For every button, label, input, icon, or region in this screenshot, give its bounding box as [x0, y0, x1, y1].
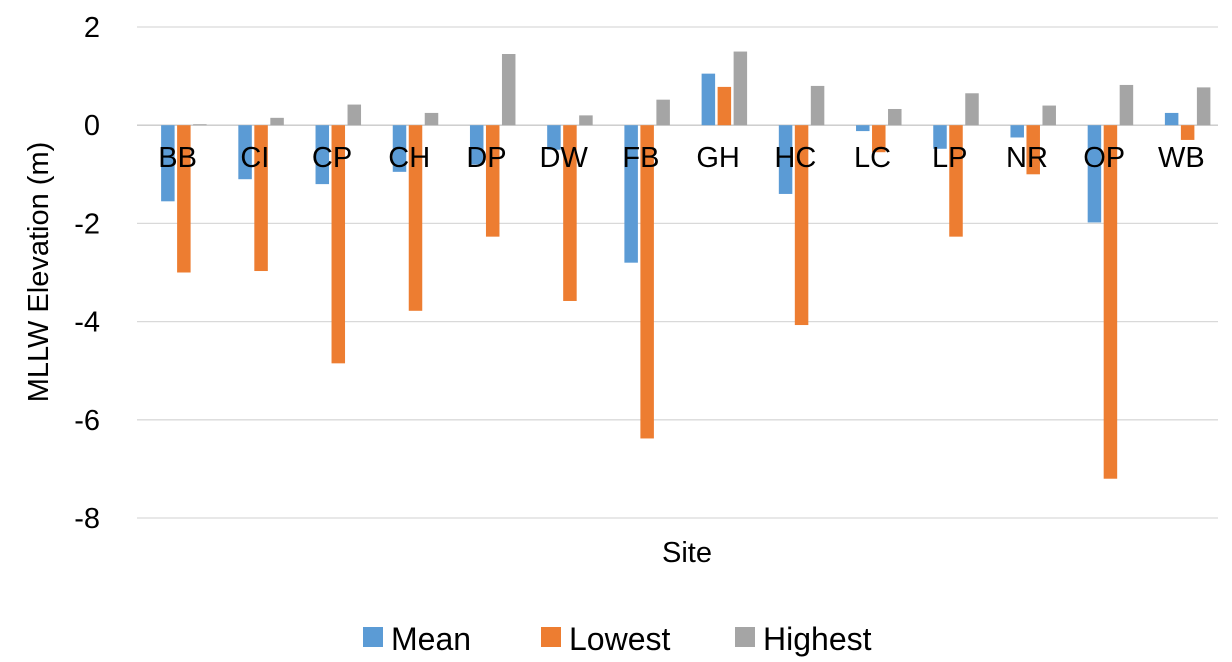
bar-lowest-ci [254, 125, 268, 272]
bar-lowest-gh [717, 86, 732, 126]
legend-item-mean: Mean [363, 621, 471, 657]
bar-mean-fb [624, 125, 638, 263]
bar-highest-dw [579, 115, 593, 126]
bar-highest-gh [733, 51, 748, 126]
bar-lowest-cp [331, 125, 346, 364]
legend-swatch [363, 627, 383, 647]
gridlines [137, 26, 1218, 519]
bar-lowest-dp [485, 125, 500, 237]
category-label: DP [466, 142, 506, 174]
bar-mean-dw [547, 125, 561, 150]
legend-label: Mean [391, 621, 471, 657]
bar-highest-bb [193, 124, 207, 126]
bar-mean-lc [856, 125, 870, 132]
y-tick-label: -8 [74, 503, 100, 535]
category-label: LC [854, 142, 891, 174]
legend-label: Lowest [569, 621, 671, 657]
bar-highest-fb [656, 99, 670, 126]
bar-highest-ch [424, 112, 439, 126]
bar-highest-ci [270, 117, 284, 126]
bar-lowest-nr [1026, 125, 1040, 175]
category-label: HC [774, 142, 816, 174]
bar-mean-ch [392, 125, 407, 172]
y-tick-label: 2 [84, 12, 100, 44]
legend-label: Highest [763, 621, 872, 657]
y-tick-label: -4 [74, 307, 100, 339]
bar-lowest-bb [177, 125, 191, 273]
bar-highest-wb [1196, 87, 1211, 126]
category-label: DW [540, 142, 589, 174]
y-tick-label: -6 [74, 405, 100, 437]
bar-lowest-hc [794, 125, 809, 326]
bars [161, 51, 1211, 479]
bar-highest-cp [347, 104, 362, 126]
bar-lowest-lp [949, 125, 963, 237]
bar-mean-cp [315, 125, 330, 185]
bar-highest-lc [888, 108, 902, 126]
category-label: GH [696, 142, 740, 174]
category-label: CI [240, 142, 269, 174]
legend-swatch [735, 627, 755, 647]
category-label: CP [312, 142, 352, 174]
category-label: NR [1006, 142, 1048, 174]
bar-mean-wb [1164, 112, 1179, 126]
bar-mean-hc [778, 125, 793, 194]
category-labels: BB CI CP CH DP DW FB GH HC LC LP NR OP WB [158, 142, 1204, 174]
x-axis-title: Site [662, 537, 712, 569]
category-label: FB [622, 142, 659, 174]
legend-item-highest: Highest [735, 621, 872, 657]
bar-highest-op [1119, 84, 1134, 126]
bar-lowest-fb [640, 125, 654, 439]
bar-mean-gh [701, 73, 716, 126]
bar-mean-lp [933, 125, 947, 149]
bar-lowest-lc [872, 125, 886, 153]
bar-lowest-op [1103, 125, 1118, 479]
bar-mean-nr [1010, 125, 1024, 138]
bar-highest-nr [1042, 105, 1056, 126]
category-label: LP [932, 142, 967, 174]
bar-mean-ci [238, 125, 252, 180]
bar-highest-hc [810, 85, 825, 126]
y-tick-label: -2 [74, 208, 100, 240]
category-label: OP [1083, 142, 1125, 174]
bar-highest-dp [501, 54, 516, 126]
bar-lowest-wb [1180, 125, 1195, 140]
bar-mean-op [1087, 125, 1102, 223]
legend-item-lowest: Lowest [541, 621, 671, 657]
bar-lowest-dw [563, 125, 577, 301]
category-label: CH [388, 142, 430, 174]
category-label: BB [158, 142, 197, 174]
bar-highest-lp [965, 93, 979, 126]
bar-lowest-ch [408, 125, 423, 311]
category-label: WB [1158, 142, 1205, 174]
y-tick-labels: 2 0 -2 -4 -6 -8 [74, 12, 100, 535]
legend: Mean Lowest Highest [363, 621, 872, 657]
y-axis-title: MLLW Elevation (m) [23, 142, 55, 403]
bar-mean-bb [161, 125, 175, 202]
y-tick-label: 0 [84, 110, 100, 142]
bar-mean-dp [469, 125, 484, 165]
legend-swatch [541, 627, 561, 647]
